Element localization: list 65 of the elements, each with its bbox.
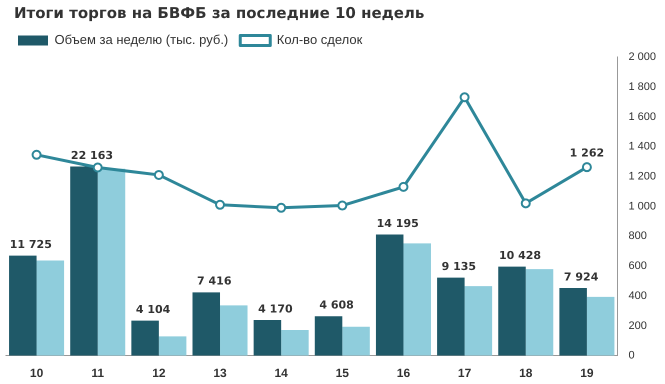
x-tick-label: 17 <box>458 366 472 380</box>
bar <box>131 320 159 356</box>
point <box>215 200 226 210</box>
x-tick-label: 12 <box>152 366 166 380</box>
bar <box>9 256 37 356</box>
bar <box>70 166 98 356</box>
y2-tick-label: 1 000 <box>628 200 656 212</box>
y2-tick-label: 0 <box>628 350 635 362</box>
y2-tick-label: 800 <box>628 230 647 242</box>
point <box>154 170 164 180</box>
data-label: 22 163 <box>70 148 114 162</box>
legend-label: Объем за неделю (тыс. руб.) <box>54 32 228 48</box>
bar <box>220 305 248 356</box>
data-label: 4 608 <box>319 298 354 312</box>
point <box>276 202 286 213</box>
x-tick-label: 11 <box>91 366 104 380</box>
bar <box>559 288 587 356</box>
y2-tick-label: 400 <box>628 290 647 302</box>
bar <box>36 260 64 356</box>
bar <box>376 234 404 356</box>
bar <box>192 292 220 356</box>
bar <box>403 243 431 356</box>
chart-title: Итоги торгов на БВФБ за последние 10 недель <box>14 4 424 22</box>
data-label: 7 416 <box>197 274 232 288</box>
y2-tick-label: 600 <box>628 260 647 272</box>
x-tick-label: 19 <box>580 366 594 380</box>
data-label: 1 262 <box>570 146 604 160</box>
bar <box>158 336 186 356</box>
y2-tick-label: 200 <box>628 320 647 332</box>
bar <box>464 286 492 356</box>
bar <box>437 278 465 356</box>
bar <box>342 326 370 356</box>
bar <box>498 266 526 356</box>
y2-tick-label: 1 200 <box>628 170 656 182</box>
point <box>398 182 408 192</box>
x-tick-label: 18 <box>519 366 533 380</box>
point <box>32 150 42 160</box>
point <box>582 162 592 172</box>
bar <box>586 296 614 356</box>
data-label: 4 170 <box>258 302 293 316</box>
y2-tick-label: 1 600 <box>628 110 656 123</box>
bar <box>314 316 342 356</box>
data-label: 4 104 <box>136 302 171 316</box>
x-tick-label: 10 <box>30 366 44 380</box>
bar <box>281 330 309 356</box>
x-tick-label: 13 <box>213 366 228 380</box>
point <box>337 200 348 211</box>
bar <box>254 320 282 356</box>
data-label: 11 725 <box>10 238 52 251</box>
legend-label: Кол-во сделок <box>276 32 363 48</box>
data-label: 10 428 <box>498 248 542 262</box>
x-tick-label: 15 <box>336 366 350 380</box>
point <box>92 162 103 172</box>
point <box>520 198 531 208</box>
bar <box>526 269 554 356</box>
y2-tick-label: 2 000 <box>628 51 656 64</box>
bar <box>98 168 126 356</box>
x-tick-label: 16 <box>396 366 410 380</box>
x-tick-label: 14 <box>274 366 288 380</box>
y2-tick-label: 1 800 <box>628 80 656 93</box>
data-label: 7 924 <box>564 270 599 284</box>
data-label: 9 135 <box>442 260 476 274</box>
y2-tick-label: 1 400 <box>628 140 656 153</box>
point <box>460 92 470 102</box>
data-label: 14 195 <box>376 216 419 230</box>
